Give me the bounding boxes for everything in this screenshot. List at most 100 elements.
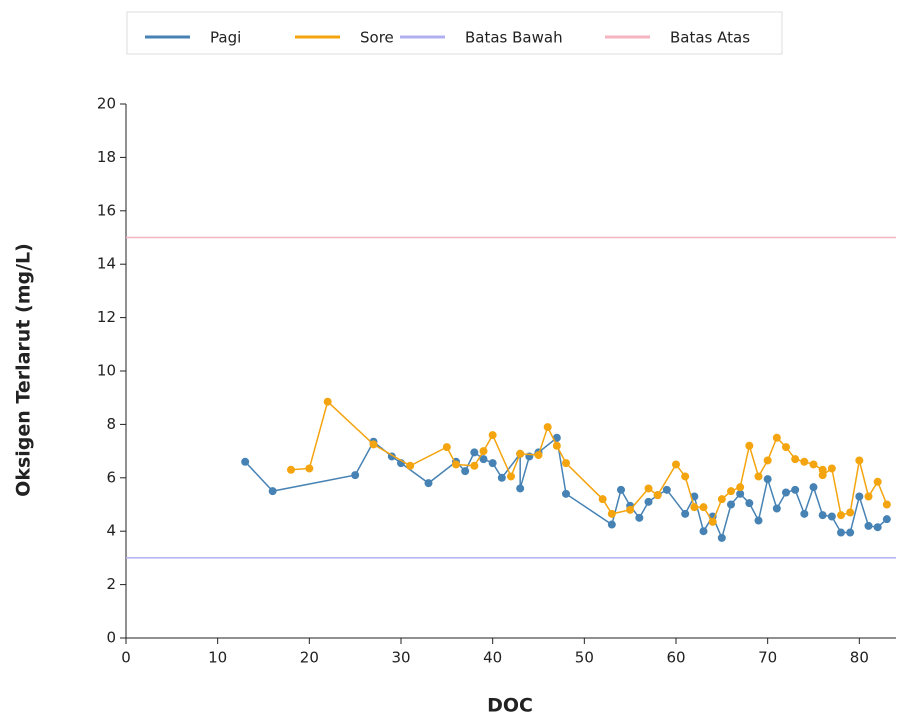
data-point xyxy=(873,477,882,486)
data-point xyxy=(516,449,525,458)
data-point xyxy=(800,509,809,518)
y-tick-label: 12 xyxy=(97,308,116,326)
x-tick-label: 80 xyxy=(850,649,869,667)
data-point xyxy=(818,471,827,480)
data-point xyxy=(543,423,552,432)
data-point xyxy=(681,472,690,481)
data-point xyxy=(882,515,891,524)
data-point xyxy=(516,484,525,493)
data-point xyxy=(782,443,790,452)
data-point xyxy=(873,523,882,532)
data-point xyxy=(708,517,717,526)
x-tick-label: 60 xyxy=(666,649,685,667)
data-point xyxy=(782,488,790,497)
x-tick-label: 30 xyxy=(391,649,410,667)
data-point xyxy=(470,461,479,470)
data-point xyxy=(552,441,561,450)
data-point xyxy=(791,485,800,494)
data-point xyxy=(745,441,754,450)
legend-label: Pagi xyxy=(210,29,241,47)
y-tick-label: 4 xyxy=(106,522,116,540)
data-point xyxy=(699,503,708,512)
y-tick-label: 8 xyxy=(106,415,116,433)
data-point xyxy=(791,455,800,464)
legend-label: Sore xyxy=(360,29,394,47)
data-point xyxy=(424,479,433,488)
data-point xyxy=(268,487,277,496)
data-point xyxy=(745,499,754,508)
data-point xyxy=(241,457,250,466)
data-point xyxy=(772,433,781,442)
data-point xyxy=(699,527,708,536)
x-tick-label: 10 xyxy=(208,649,227,667)
data-point xyxy=(461,467,470,476)
x-tick-label: 20 xyxy=(300,649,319,667)
data-point xyxy=(736,489,745,498)
data-point xyxy=(479,455,488,464)
data-point xyxy=(305,464,314,473)
data-point xyxy=(644,484,653,493)
data-point xyxy=(827,464,836,473)
data-point xyxy=(507,472,515,481)
data-point xyxy=(864,492,873,501)
y-tick-label: 16 xyxy=(97,201,116,219)
legend-label: Batas Bawah xyxy=(465,29,563,47)
data-point xyxy=(672,460,680,469)
data-point xyxy=(607,520,616,529)
data-point xyxy=(552,433,561,442)
y-tick-label: 6 xyxy=(106,468,116,486)
data-point xyxy=(287,465,295,474)
y-tick-label: 18 xyxy=(97,148,116,166)
data-point xyxy=(635,513,644,522)
data-point xyxy=(323,397,332,406)
data-point xyxy=(846,528,855,537)
data-point xyxy=(727,487,735,496)
x-tick-label: 70 xyxy=(758,649,777,667)
data-point xyxy=(681,509,690,518)
data-point xyxy=(837,511,845,520)
y-tick-label: 14 xyxy=(97,255,116,273)
data-point xyxy=(882,500,891,509)
data-point xyxy=(864,521,873,530)
data-point xyxy=(442,443,451,452)
data-point xyxy=(827,512,836,521)
data-point xyxy=(406,461,415,470)
data-point xyxy=(690,503,699,512)
data-point xyxy=(626,505,635,514)
data-point xyxy=(479,447,488,456)
data-point xyxy=(644,497,653,506)
data-point xyxy=(617,485,625,494)
data-point xyxy=(754,516,763,525)
x-tick-label: 40 xyxy=(483,649,502,667)
data-point xyxy=(818,511,827,520)
data-point xyxy=(452,460,460,469)
x-tick-label: 0 xyxy=(121,649,131,667)
data-point xyxy=(562,459,570,468)
data-point xyxy=(488,459,497,468)
data-point xyxy=(809,483,818,492)
data-point xyxy=(772,504,781,513)
data-point xyxy=(754,472,763,481)
data-point xyxy=(763,475,772,484)
data-point xyxy=(837,528,845,537)
legend-box xyxy=(126,11,783,55)
data-point xyxy=(800,457,809,466)
data-point xyxy=(846,508,855,517)
data-point xyxy=(763,456,772,465)
data-point xyxy=(809,460,818,469)
data-point xyxy=(369,440,378,449)
data-point xyxy=(497,473,506,482)
data-point xyxy=(717,533,726,542)
y-axis-title: Oksigen Terlarut (mg/L) xyxy=(13,243,35,497)
data-point xyxy=(351,471,360,480)
data-point xyxy=(598,495,607,504)
y-tick-label: 0 xyxy=(106,629,116,647)
y-tick-label: 2 xyxy=(106,575,116,593)
data-point xyxy=(727,500,735,509)
data-point xyxy=(855,492,864,501)
data-point xyxy=(855,456,864,465)
y-tick-label: 10 xyxy=(97,362,116,380)
data-point xyxy=(736,483,745,492)
data-point xyxy=(662,485,671,494)
